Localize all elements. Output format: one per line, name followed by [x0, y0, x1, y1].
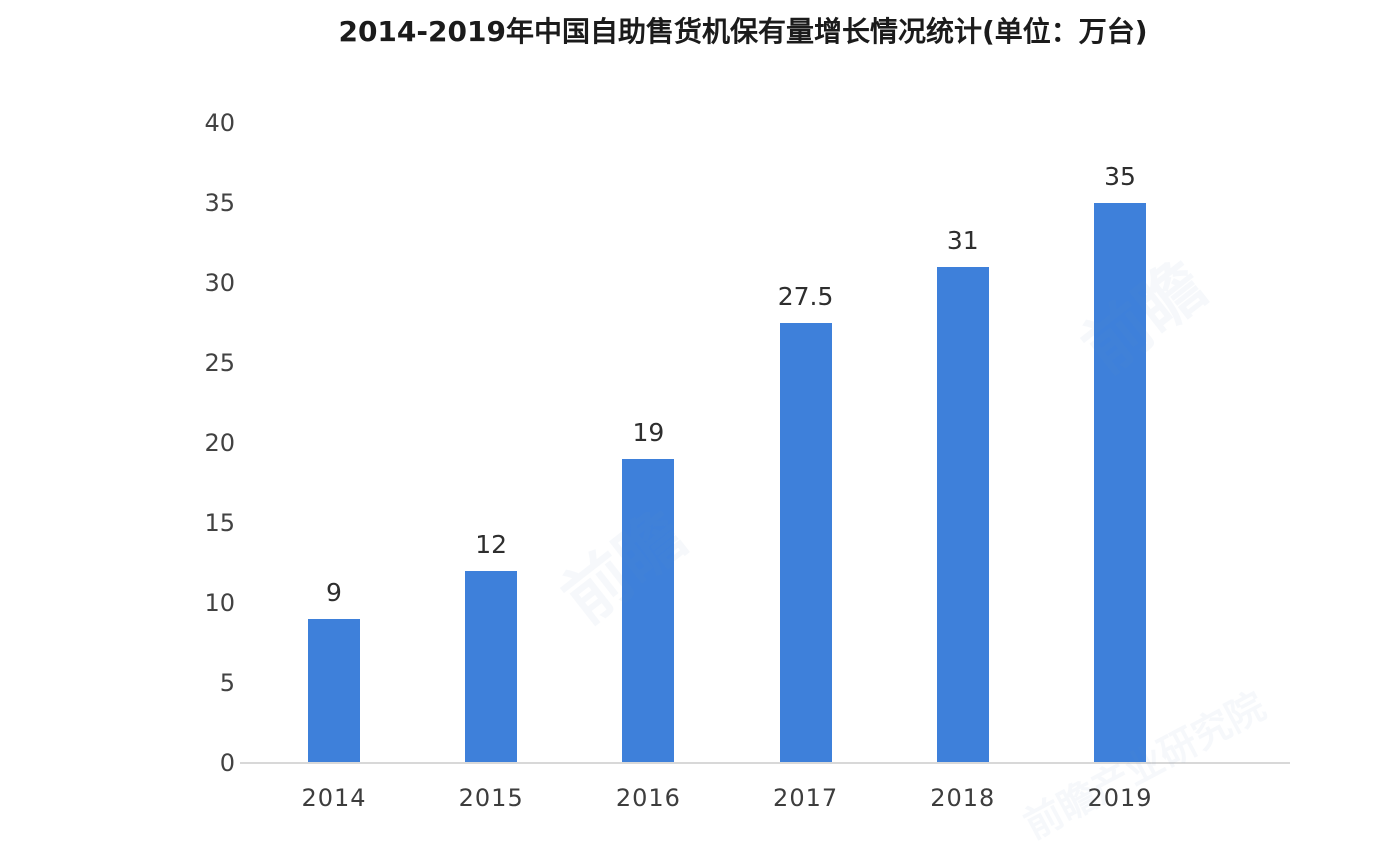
y-tick-label: 35 — [204, 189, 235, 217]
bar-2015 — [465, 571, 518, 763]
chart-title: 2014-2019年中国自助售货机保有量增长情况统计(单位：万台) — [338, 15, 1148, 48]
x-tick-label: 2019 — [1087, 784, 1153, 812]
bar-2018 — [936, 267, 989, 763]
x-tick-label: 2018 — [930, 784, 996, 812]
bar-value-label: 31 — [946, 226, 979, 255]
x-tick-label: 2017 — [773, 784, 839, 812]
y-tick-label: 0 — [219, 749, 235, 777]
x-tick-label: 2016 — [615, 784, 681, 812]
y-tick-label: 20 — [204, 429, 235, 457]
bar-value-label: 27.5 — [777, 282, 834, 311]
y-tick-label: 40 — [204, 109, 235, 137]
y-tick-label: 25 — [204, 349, 235, 377]
y-tick-label: 10 — [204, 589, 235, 617]
x-tick-label: 2014 — [301, 784, 367, 812]
y-tick-label: 5 — [219, 669, 235, 697]
bar-2014 — [308, 619, 360, 763]
bar-value-label: 35 — [1104, 162, 1136, 191]
bar-2016 — [622, 459, 675, 763]
y-tick-label: 15 — [204, 509, 235, 537]
bar-value-label: 19 — [632, 418, 665, 447]
bar-value-label: 9 — [326, 578, 342, 607]
watermark: 前瞻 — [539, 485, 702, 642]
bar-2019 — [1094, 203, 1146, 763]
x-tick-label: 2015 — [458, 784, 524, 812]
bar-value-label: 12 — [475, 530, 508, 559]
x-axis-line — [240, 762, 1290, 764]
y-tick-label: 30 — [204, 269, 235, 297]
bar-2017 — [779, 323, 832, 763]
